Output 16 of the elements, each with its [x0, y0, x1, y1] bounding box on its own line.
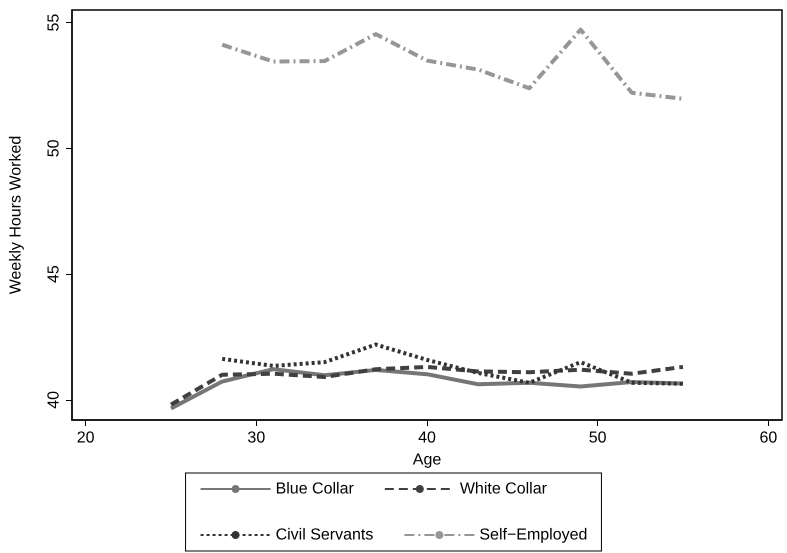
x-tick-label: 30	[247, 430, 266, 446]
y-tick-label: 45	[46, 265, 62, 284]
x-tick-label: 50	[588, 430, 607, 446]
y-tick-label: 50	[46, 139, 62, 158]
legend-label: Self−Employed	[479, 526, 588, 544]
legend-label: Blue Collar	[276, 480, 354, 498]
x-tick-label: 20	[76, 430, 95, 446]
legend-label: White Collar	[460, 480, 548, 498]
x-tick-label: 60	[759, 430, 778, 446]
line-series	[220, 342, 686, 386]
legend-label: Civil Servants	[276, 526, 374, 544]
x-tick-label: 40	[418, 430, 436, 446]
y-tick-label: 55	[46, 14, 62, 32]
y-tick-label: 40	[46, 390, 62, 409]
y-axis-title: Weekly Hours Worked	[8, 136, 24, 294]
x-axis-title: Age	[412, 452, 442, 468]
